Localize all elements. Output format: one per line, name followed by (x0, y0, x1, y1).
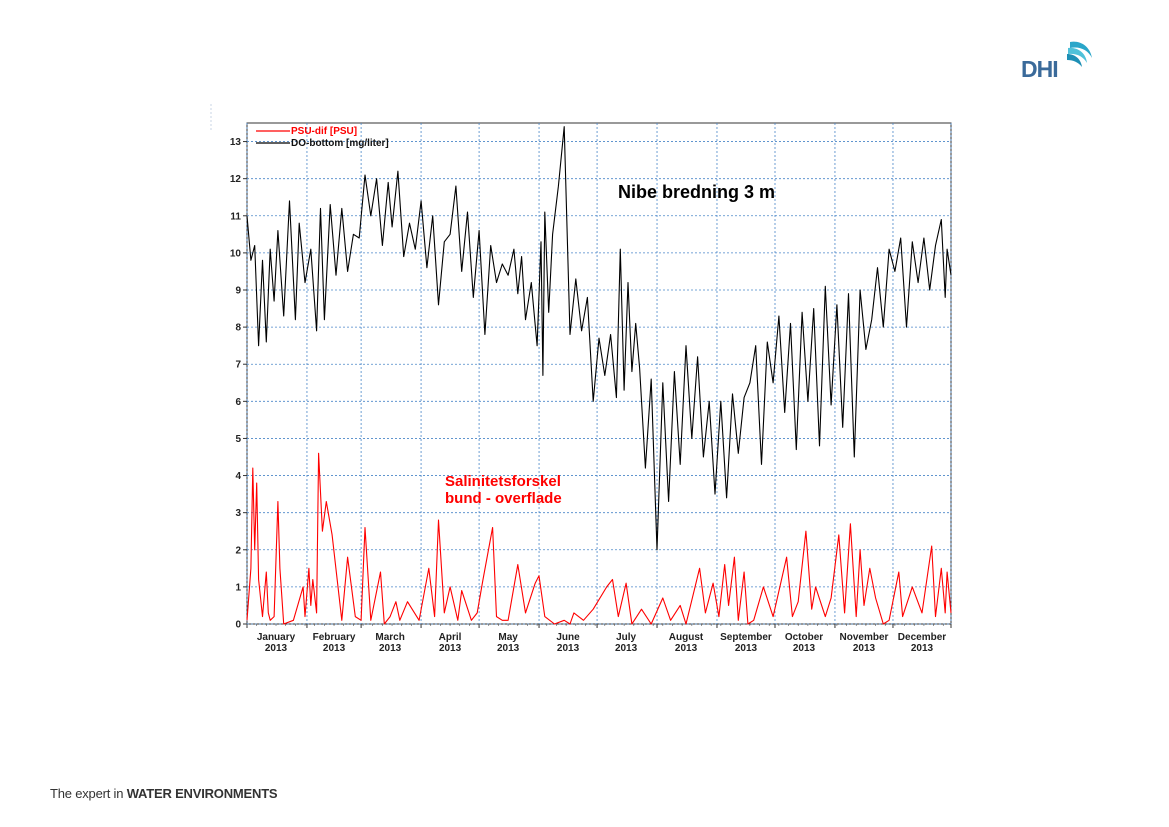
y-tick-label: 11 (230, 211, 241, 222)
x-tick-label-year: 2013 (323, 643, 346, 654)
logo-text: DHI (1021, 56, 1059, 82)
x-tick-label-month: August (669, 632, 704, 643)
x-tick-label-month: October (785, 632, 823, 643)
x-tick-label-month: December (898, 632, 946, 643)
tagline-prefix: The expert in (50, 786, 127, 801)
y-tick-label: 6 (235, 397, 241, 408)
x-tick-label-month: September (720, 632, 772, 643)
x-tick-label-year: 2013 (379, 643, 402, 654)
y-tick-label: 3 (235, 508, 241, 519)
annotation-line-1: Salinitetsforskel (445, 473, 561, 490)
x-tick-label-year: 2013 (735, 643, 758, 654)
tagline-strong: WATER ENVIRONMENTS (126, 786, 278, 801)
x-tick-label-year: 2013 (793, 643, 816, 654)
x-tick-label-year: 2013 (675, 643, 698, 654)
annotation-line-2: bund - overflade (445, 490, 562, 507)
y-tick-label: 9 (235, 286, 241, 297)
tagline: The expert in WATER ENVIRONMENTS (50, 786, 278, 801)
y-tick-label: 4 (235, 471, 241, 482)
legend-label: PSU-dif [PSU] (291, 126, 357, 137)
x-tick-label-month: February (313, 632, 356, 643)
series-line-psu-dif (246, 452, 952, 625)
y-tick-label: 2 (235, 545, 241, 556)
y-tick-label: 13 (230, 137, 242, 148)
x-tick-label-year: 2013 (439, 643, 462, 654)
y-tick-label: 0 (235, 620, 241, 631)
y-tick-label: 12 (230, 174, 242, 185)
x-tick-label-month: January (257, 632, 296, 643)
x-tick-label-year: 2013 (911, 643, 934, 654)
chart-title: Nibe bredning 3 m (618, 182, 775, 202)
x-tick-label-month: November (840, 632, 889, 643)
dhi-logo-wave-icon (1067, 41, 1092, 67)
x-tick-label-year: 2013 (853, 643, 876, 654)
x-tick-label-year: 2013 (265, 643, 288, 654)
x-tick-label-month: July (616, 632, 636, 643)
x-tick-label-year: 2013 (557, 643, 580, 654)
x-tick-label-year: 2013 (615, 643, 638, 654)
y-tick-label: 5 (235, 434, 241, 445)
y-tick-label: 7 (235, 360, 241, 371)
series-line-do-bottom (246, 126, 952, 551)
y-tick-label: 8 (235, 323, 241, 334)
x-tick-label-month: March (375, 632, 404, 643)
y-tick-label: 1 (235, 582, 241, 593)
y-tick-label: 10 (230, 248, 242, 259)
x-tick-label-month: April (439, 632, 462, 643)
x-tick-label-year: 2013 (497, 643, 520, 654)
legend-label: DO-bottom [mg/liter] (291, 138, 389, 149)
x-tick-label-month: June (556, 632, 580, 643)
x-tick-label-month: May (498, 632, 518, 643)
